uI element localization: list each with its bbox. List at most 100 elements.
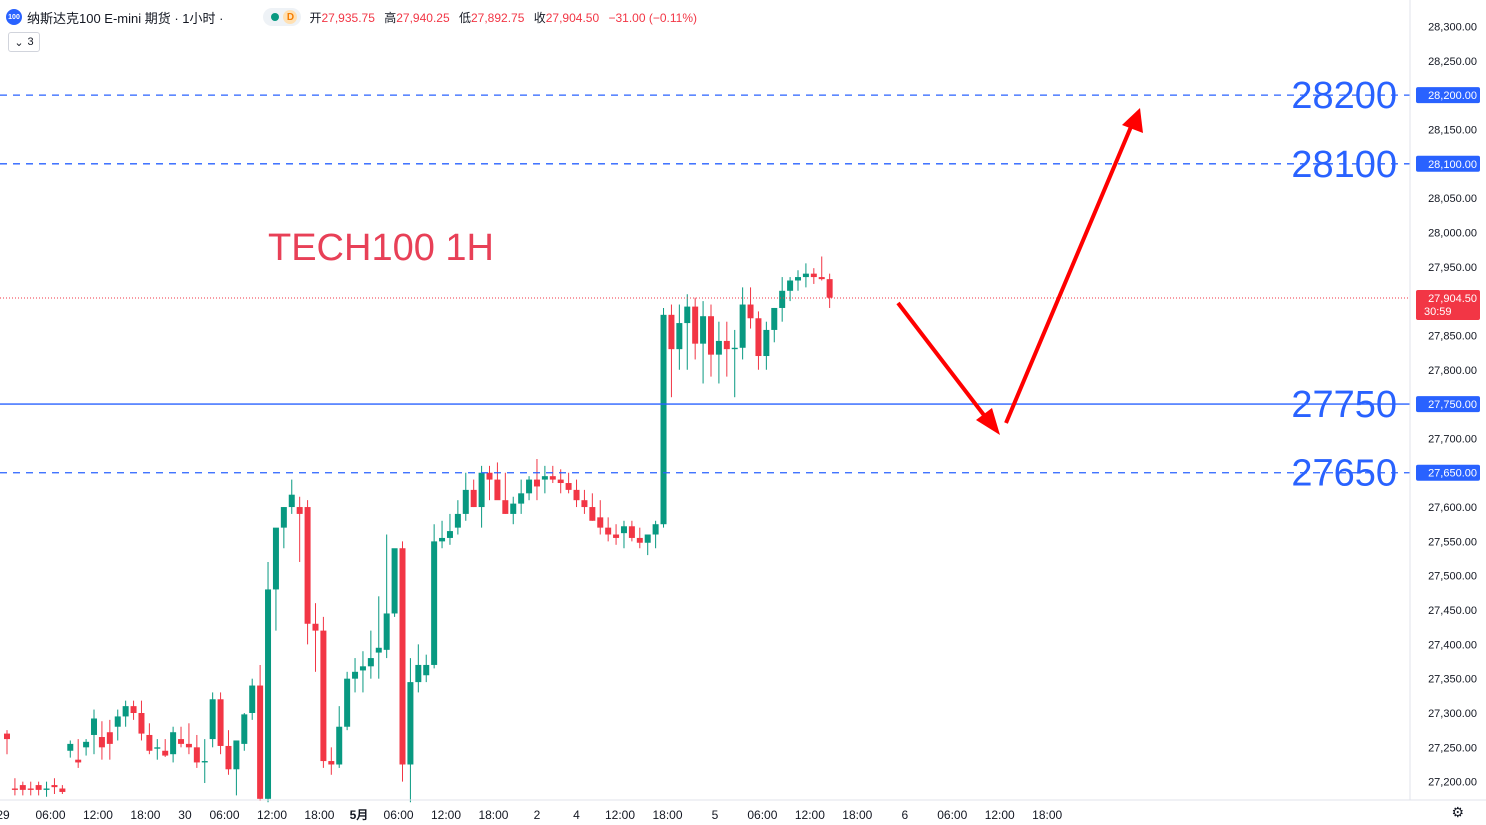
candle-body: [67, 743, 74, 751]
chart-annotation[interactable]: TECH100 1H: [268, 227, 494, 269]
candle-body: [415, 664, 422, 683]
x-tick-label: 30: [178, 808, 192, 822]
candle: [810, 268, 817, 284]
candle: [19, 781, 26, 796]
candle-body: [209, 699, 216, 740]
candle-body: [336, 726, 343, 765]
y-tick-label: 28,300.00: [1428, 22, 1477, 34]
x-tick-label: 18:00: [130, 808, 160, 822]
candle: [462, 472, 469, 521]
candle-body: [83, 741, 90, 748]
low-value: 27,892.75: [471, 10, 525, 25]
candle: [233, 740, 240, 796]
candle: [209, 692, 216, 748]
price-axis[interactable]: 28,300.00 28,250.00 28,150.00 28,050.00 28,0…: [1416, 22, 1480, 789]
session-status[interactable]: D: [263, 8, 302, 26]
candle-body: [154, 747, 161, 749]
candle: [502, 472, 509, 514]
candle-body: [106, 732, 113, 744]
candle: [707, 304, 714, 377]
candle-body: [557, 479, 564, 484]
candle-body: [114, 716, 121, 727]
candle: [375, 596, 382, 679]
y-tick-label: 27,600.00: [1428, 502, 1477, 514]
y-tick-label: 27,300.00: [1428, 708, 1477, 720]
gear-icon[interactable]: ⚙: [1451, 804, 1464, 820]
candle-body: [185, 743, 192, 748]
candle-body: [620, 526, 627, 534]
x-tick-label: 12:00: [795, 808, 825, 822]
candle-body: [193, 747, 200, 763]
level-price-tag: [1416, 464, 1480, 481]
symbol-title[interactable]: 纳斯达克100 E-mini 期货 · 1小时 ·: [27, 10, 224, 26]
candle-body: [581, 500, 588, 508]
candle: [344, 671, 351, 731]
candle: [83, 739, 90, 756]
candle: [272, 527, 279, 631]
y-tick-label: 27,800.00: [1428, 365, 1477, 377]
candle: [154, 739, 161, 760]
candle-body: [75, 759, 82, 763]
x-tick-label: 12:00: [431, 808, 461, 822]
y-tick-label: 27,200.00: [1428, 777, 1477, 789]
indicators-toggle[interactable]: ⌄ 3: [8, 32, 40, 52]
candle: [51, 778, 58, 795]
candle-body: [130, 706, 137, 713]
candle: [787, 277, 794, 302]
candle: [241, 713, 248, 751]
candle-body: [178, 739, 185, 744]
candle-body: [51, 785, 58, 788]
candle: [818, 256, 825, 281]
candle: [225, 730, 232, 775]
candle: [391, 548, 398, 617]
candle-body: [296, 507, 303, 514]
forecast-arrows: [896, 108, 1143, 435]
level-label-28200: 28200: [1291, 75, 1397, 117]
candle: [620, 520, 627, 549]
candle: [75, 739, 82, 768]
candle-body: [549, 476, 556, 480]
candle-body: [644, 534, 651, 543]
candle: [249, 678, 256, 720]
candle-body: [352, 671, 359, 679]
candle-body: [502, 500, 509, 514]
candle-body: [795, 277, 801, 281]
time-axis[interactable]: 29 06:00 12:00 18:00 30 06:00 12:00 18:00 5月 06:0…: [0, 808, 1063, 822]
open-label: 开: [309, 10, 322, 25]
level-lines: 28200 28100 27750 27650: [0, 75, 1410, 495]
candle-body: [486, 472, 493, 480]
candle-body: [652, 524, 659, 535]
candle: [98, 721, 105, 760]
x-tick-label: 29: [0, 808, 10, 822]
candle-body: [628, 526, 635, 538]
candle: [771, 307, 778, 343]
candle-body: [375, 647, 382, 653]
candle-body: [494, 479, 501, 501]
candle: [11, 778, 18, 796]
chevron-down-icon: ⌄: [14, 36, 24, 49]
candle: [265, 561, 272, 803]
x-tick-label: 18:00: [842, 808, 872, 822]
indicator-count: 3: [27, 36, 34, 48]
candle-body: [597, 517, 604, 528]
level-label-27650: 27650: [1291, 453, 1397, 495]
x-tick-label: 12:00: [985, 808, 1015, 822]
x-tick-label: 2: [534, 808, 541, 822]
candle-body: [27, 788, 34, 790]
candle-body: [739, 304, 746, 348]
candle-body: [613, 534, 620, 538]
candle-body: [565, 483, 572, 490]
candle-body: [676, 323, 683, 350]
candle: [826, 273, 833, 308]
candle: [731, 329, 738, 398]
symbol-badge-icon[interactable]: 100: [6, 9, 22, 25]
candle-body: [668, 314, 675, 350]
high-label: 高: [384, 10, 397, 25]
candle: [257, 664, 264, 801]
candle: [162, 739, 169, 757]
candle-body: [787, 280, 794, 291]
candle-body: [280, 507, 287, 528]
candle-body: [779, 290, 786, 308]
x-tick-label: 18:00: [652, 808, 682, 822]
